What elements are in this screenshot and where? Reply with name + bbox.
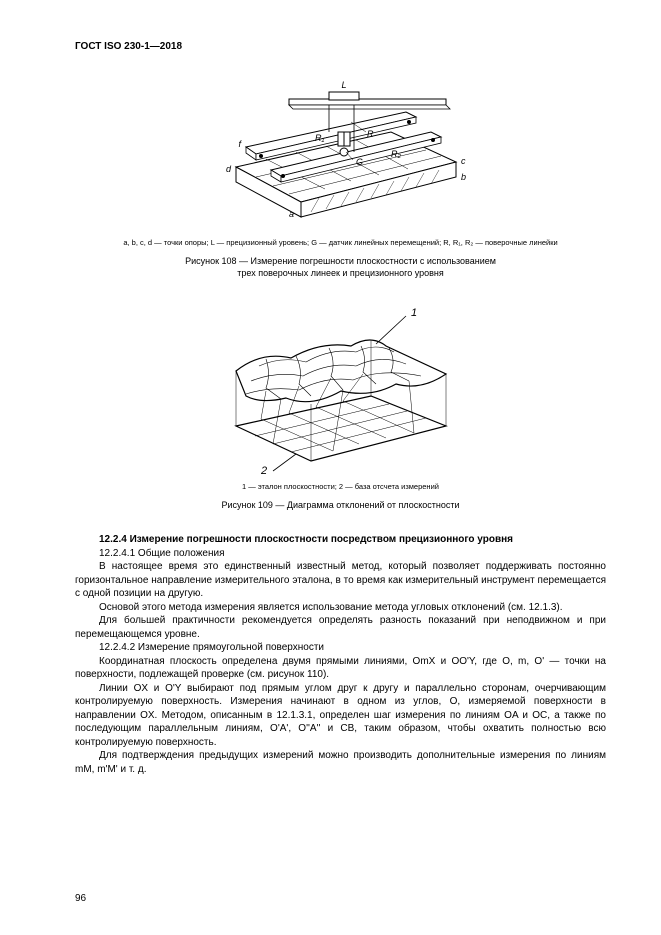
svg-text:G: G — [356, 157, 363, 167]
paragraph-3: Для большей практичности рекомендуется о… — [75, 614, 606, 641]
page-number: 96 — [75, 892, 86, 906]
figure-109-svg: 1 2 — [211, 296, 471, 476]
figure-108-svg: L f d a R₁ R R₂ b c G — [191, 72, 491, 232]
svg-text:2: 2 — [260, 465, 267, 476]
svg-text:f: f — [238, 139, 242, 149]
figure-109: 1 2 — [75, 296, 606, 476]
document-header: ГОСТ ISO 230-1—2018 — [75, 40, 606, 54]
svg-text:b: b — [461, 172, 466, 182]
heading-12-2-4-1: 12.2.4.1 Общие положения — [75, 547, 606, 561]
svg-text:c: c — [461, 156, 466, 166]
figure-108-caption: Рисунок 108 — Измерение погрешности плос… — [75, 255, 606, 279]
figure-108-legend: a, b, c, d — точки опоры; L — прецизионн… — [75, 238, 606, 248]
paragraph-1: В настоящее время это единственный извес… — [75, 560, 606, 601]
figure-108: L f d a R₁ R R₂ b c G — [75, 72, 606, 232]
svg-text:1: 1 — [411, 307, 417, 319]
figure-109-legend: 1 — эталон плоскостности; 2 — база отсче… — [75, 482, 606, 492]
svg-text:d: d — [225, 164, 231, 174]
paragraph-6: Для подтверждения предыдущих измерений м… — [75, 749, 606, 776]
svg-text:a: a — [288, 209, 293, 219]
svg-text:R₂: R₂ — [391, 149, 401, 159]
paragraph-4: Координатная плоскость определена двумя … — [75, 655, 606, 682]
heading-12-2-4-2: 12.2.4.2 Измерение прямоугольной поверхн… — [75, 641, 606, 655]
heading-12-2-4: 12.2.4 Измерение погрешности плоскостнос… — [75, 533, 606, 547]
page: ГОСТ ISO 230-1—2018 — [0, 0, 661, 935]
paragraph-5: Линии OX и O'Y выбирают под прямым углом… — [75, 682, 606, 750]
paragraph-2: Основой этого метода измерения является … — [75, 601, 606, 615]
figure-109-caption: Рисунок 109 — Диаграмма отклонений от пл… — [75, 499, 606, 511]
svg-text:R: R — [367, 129, 374, 139]
svg-text:R₁: R₁ — [315, 133, 324, 143]
svg-text:L: L — [341, 80, 346, 90]
